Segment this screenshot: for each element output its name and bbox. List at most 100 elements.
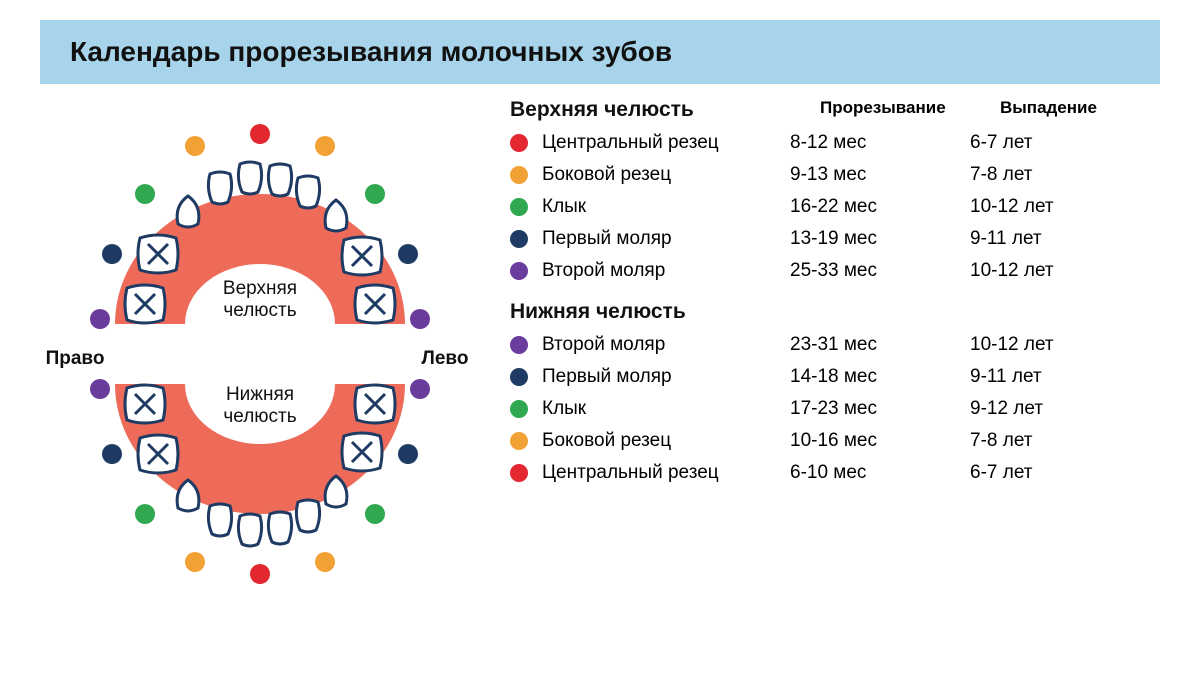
upper-dot <box>410 309 430 329</box>
upper-tooth <box>125 285 165 323</box>
eruption-value: 14-18 мес <box>790 366 970 388</box>
lower-dot <box>365 504 385 524</box>
jaw-svg: ВерхняячелюстьНижняячелюстьПравоЛево <box>40 94 480 614</box>
legend-dot <box>510 134 528 152</box>
table-row: Первый моляр 13-19 мес9-11 лет <box>510 228 1160 250</box>
eruption-value: 17-23 мес <box>790 398 970 420</box>
lower-tooth <box>208 504 231 536</box>
tooth-name: Клык <box>542 196 586 218</box>
lower-tooth <box>268 512 291 544</box>
lower-dot <box>250 564 270 584</box>
title-bar: Календарь прорезывания молочных зубов <box>40 20 1160 84</box>
lower-dot <box>90 379 110 399</box>
table-row: Боковой резец 10-16 мес7-8 лет <box>510 430 1160 452</box>
fall-value: 9-11 лет <box>970 228 1110 250</box>
lower-dot <box>102 444 122 464</box>
table-row: Центральный резец 6-10 мес6-7 лет <box>510 462 1160 484</box>
fall-value: 9-12 лет <box>970 398 1110 420</box>
fall-value: 10-12 лет <box>970 196 1110 218</box>
upper-dot <box>90 309 110 329</box>
upper-dot <box>315 136 335 156</box>
tooth-name: Первый моляр <box>542 366 672 388</box>
legend-dot <box>510 262 528 280</box>
legend-dot <box>510 400 528 418</box>
legend-dot <box>510 230 528 248</box>
legend-dot <box>510 464 528 482</box>
lower-tooth <box>125 385 165 423</box>
column-headers: Верхняя челюсть Прорезывание Выпадение <box>510 98 1160 122</box>
upper-tooth <box>268 164 291 196</box>
lower-rows: Второй моляр 23-31 мес10-12 лет Первый мол… <box>510 334 1160 484</box>
eruption-value: 25-33 мес <box>790 260 970 282</box>
table-row: Второй моляр 23-31 мес10-12 лет <box>510 334 1160 356</box>
eruption-value: 23-31 мес <box>790 334 970 356</box>
legend-dot <box>510 166 528 184</box>
table-row: Клык 16-22 мес10-12 лет <box>510 196 1160 218</box>
eruption-value: 10-16 мес <box>790 430 970 452</box>
fall-value: 10-12 лет <box>970 334 1110 356</box>
tooth-name: Первый моляр <box>542 228 672 250</box>
tooth-name: Второй моляр <box>542 260 665 282</box>
content: ВерхняячелюстьНижняячелюстьПравоЛево Вер… <box>0 94 1200 614</box>
lower-tooth <box>138 435 178 473</box>
upper-tooth <box>177 196 199 227</box>
eruption-value: 9-13 мес <box>790 164 970 186</box>
lower-tooth <box>355 385 395 423</box>
lower-tooth <box>342 433 382 471</box>
page-title: Календарь прорезывания молочных зубов <box>70 36 1130 68</box>
upper-rows: Центральный резец 8-12 мес6-7 лет Боковой … <box>510 132 1160 282</box>
fall-value: 9-11 лет <box>970 366 1110 388</box>
lower-dot <box>410 379 430 399</box>
table-row: Клык 17-23 мес9-12 лет <box>510 398 1160 420</box>
legend-dot <box>510 368 528 386</box>
legend-dot <box>510 198 528 216</box>
fall-value: 7-8 лет <box>970 164 1110 186</box>
lower-tooth <box>296 500 319 532</box>
upper-tooth <box>296 176 319 208</box>
upper-jaw-label: Верхняя <box>223 278 297 299</box>
eruption-value: 13-19 мес <box>790 228 970 250</box>
tooth-name: Центральный резец <box>542 132 719 154</box>
fall-value: 10-12 лет <box>970 260 1110 282</box>
upper-dot <box>250 124 270 144</box>
tooth-name: Клык <box>542 398 586 420</box>
tooth-name: Боковой резец <box>542 430 671 452</box>
fall-value: 7-8 лет <box>970 430 1110 452</box>
teeth-table: Верхняя челюсть Прорезывание Выпадение Ц… <box>480 94 1160 614</box>
tooth-name: Второй моляр <box>542 334 665 356</box>
lower-dot <box>185 552 205 572</box>
legend-dot <box>510 336 528 354</box>
tooth-name: Боковой резец <box>542 164 671 186</box>
upper-tooth <box>342 237 382 275</box>
table-row: Центральный резец 8-12 мес6-7 лет <box>510 132 1160 154</box>
eruption-value: 16-22 мес <box>790 196 970 218</box>
eruption-value: 6-10 мес <box>790 462 970 484</box>
eruption-value: 8-12 мес <box>790 132 970 154</box>
upper-jaw-header: Верхняя челюсть <box>510 98 694 121</box>
fall-header: Выпадение <box>1000 98 1140 122</box>
upper-dot <box>135 184 155 204</box>
lower-dot <box>315 552 335 572</box>
lower-tooth <box>238 514 261 546</box>
fall-value: 6-7 лет <box>970 462 1110 484</box>
left-label: Лево <box>422 348 469 369</box>
upper-dot <box>102 244 122 264</box>
upper-dot <box>398 244 418 264</box>
upper-dot <box>365 184 385 204</box>
upper-dot <box>185 136 205 156</box>
lower-jaw-header: Нижняя челюсть <box>510 300 1160 324</box>
lower-dot <box>135 504 155 524</box>
table-row: Второй моляр 25-33 мес10-12 лет <box>510 260 1160 282</box>
lower-jaw-label: Нижняя <box>226 384 294 405</box>
tooth-name: Центральный резец <box>542 462 719 484</box>
jaw-diagram: ВерхняячелюстьНижняячелюстьПравоЛево <box>40 94 480 614</box>
upper-tooth <box>325 200 347 231</box>
upper-jaw-label: челюсть <box>223 300 296 321</box>
fall-value: 6-7 лет <box>970 132 1110 154</box>
upper-tooth <box>138 235 178 273</box>
legend-dot <box>510 432 528 450</box>
lower-dot <box>398 444 418 464</box>
eruption-header: Прорезывание <box>820 98 1000 122</box>
upper-tooth <box>238 162 261 194</box>
table-row: Боковой резец 9-13 мес7-8 лет <box>510 164 1160 186</box>
